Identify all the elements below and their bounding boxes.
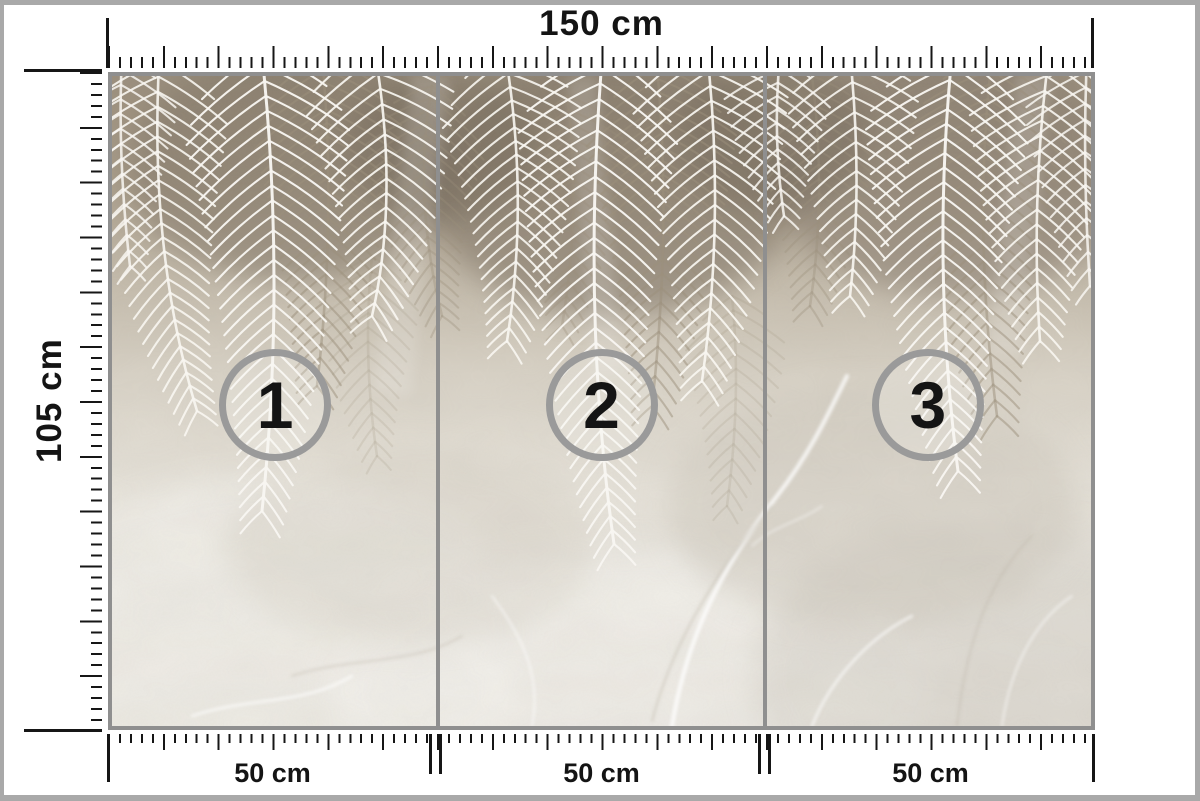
- left-ruler-start-mark: [24, 69, 102, 72]
- panel-2-ruler-ticks: [437, 734, 766, 750]
- left-ruler-end-mark: [24, 729, 102, 732]
- frame-edge-bottom: [0, 795, 1200, 801]
- panel-3-number: 3: [909, 368, 947, 442]
- bottom-ruler-join-1a: [428, 734, 432, 774]
- panel-2-number: 2: [583, 368, 620, 442]
- left-ruler-ticks: [80, 72, 102, 730]
- bottom-ruler-join-2b: [768, 734, 771, 774]
- panel-divider-2-3: [762, 76, 767, 726]
- panel-1-width-ruler: 50 cm: [108, 734, 437, 798]
- height-dimension-label: 105 cm: [30, 338, 69, 464]
- top-ruler-start-mark: [106, 18, 109, 68]
- mural-preview: 1 2 3: [108, 72, 1095, 730]
- panel-1-number: 1: [256, 368, 294, 442]
- panel-3-width-ruler: 50 cm: [766, 734, 1095, 798]
- bottom-ruler-join-1b: [438, 734, 442, 774]
- panel-1-width-label: 50 cm: [234, 758, 311, 788]
- frame-edge-left: [0, 0, 4, 801]
- width-dimension-label: 150 cm: [539, 4, 664, 43]
- bottom-ruler-join-2a: [758, 734, 761, 774]
- panel-2-number-badge: 2: [545, 349, 658, 461]
- panel-3-number-badge: 3: [871, 349, 984, 461]
- panel-divider-1-2: [436, 76, 441, 726]
- top-ruler-end-mark: [1091, 18, 1094, 68]
- panel-1-number-badge: 1: [219, 349, 332, 461]
- top-ruler-ticks: [108, 46, 1095, 68]
- panel-2-width-label: 50 cm: [563, 758, 640, 788]
- bottom-rulers: 50 cm 50 cm 50 cm: [107, 734, 1095, 798]
- bottom-ruler-end-mark: [1092, 734, 1095, 782]
- panel-2-width-ruler: 50 cm: [437, 734, 766, 798]
- panel-3-width-label: 50 cm: [892, 758, 969, 788]
- bottom-ruler-start-mark: [107, 734, 110, 782]
- panel-3-ruler-ticks: [766, 734, 1095, 750]
- frame-edge-right: [1195, 0, 1200, 801]
- frame-edge-top: [0, 0, 1200, 5]
- panel-1-ruler-ticks: [108, 734, 437, 750]
